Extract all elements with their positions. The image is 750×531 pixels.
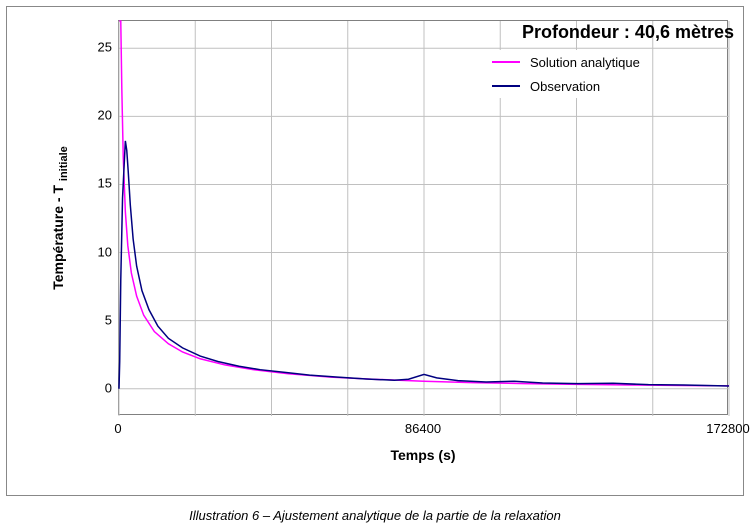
legend-label: Solution analytique xyxy=(530,55,640,70)
legend-swatch xyxy=(492,85,520,87)
legend-item: Observation xyxy=(492,74,640,98)
y-axis-label: Température - T initiale xyxy=(50,146,70,290)
x-tick-label: 86400 xyxy=(405,421,441,436)
y-tick-label: 0 xyxy=(90,380,112,395)
series-line xyxy=(119,141,729,389)
y-tick-label: 15 xyxy=(90,176,112,191)
x-tick-label: 172800 xyxy=(706,421,749,436)
x-axis-label: Temps (s) xyxy=(390,447,455,463)
legend-swatch xyxy=(492,61,520,63)
y-tick-label: 20 xyxy=(90,108,112,123)
y-tick-label: 10 xyxy=(90,244,112,259)
legend: Solution analytique Observation xyxy=(492,50,640,98)
y-tick-label: 5 xyxy=(90,312,112,327)
figure-caption: Illustration 6 – Ajustement analytique d… xyxy=(189,508,561,523)
legend-item: Solution analytique xyxy=(492,50,640,74)
chart-title: Profondeur : 40,6 mètres xyxy=(522,22,734,43)
legend-label: Observation xyxy=(530,79,600,94)
x-tick-label: 0 xyxy=(114,421,121,436)
y-tick-label: 25 xyxy=(90,40,112,55)
